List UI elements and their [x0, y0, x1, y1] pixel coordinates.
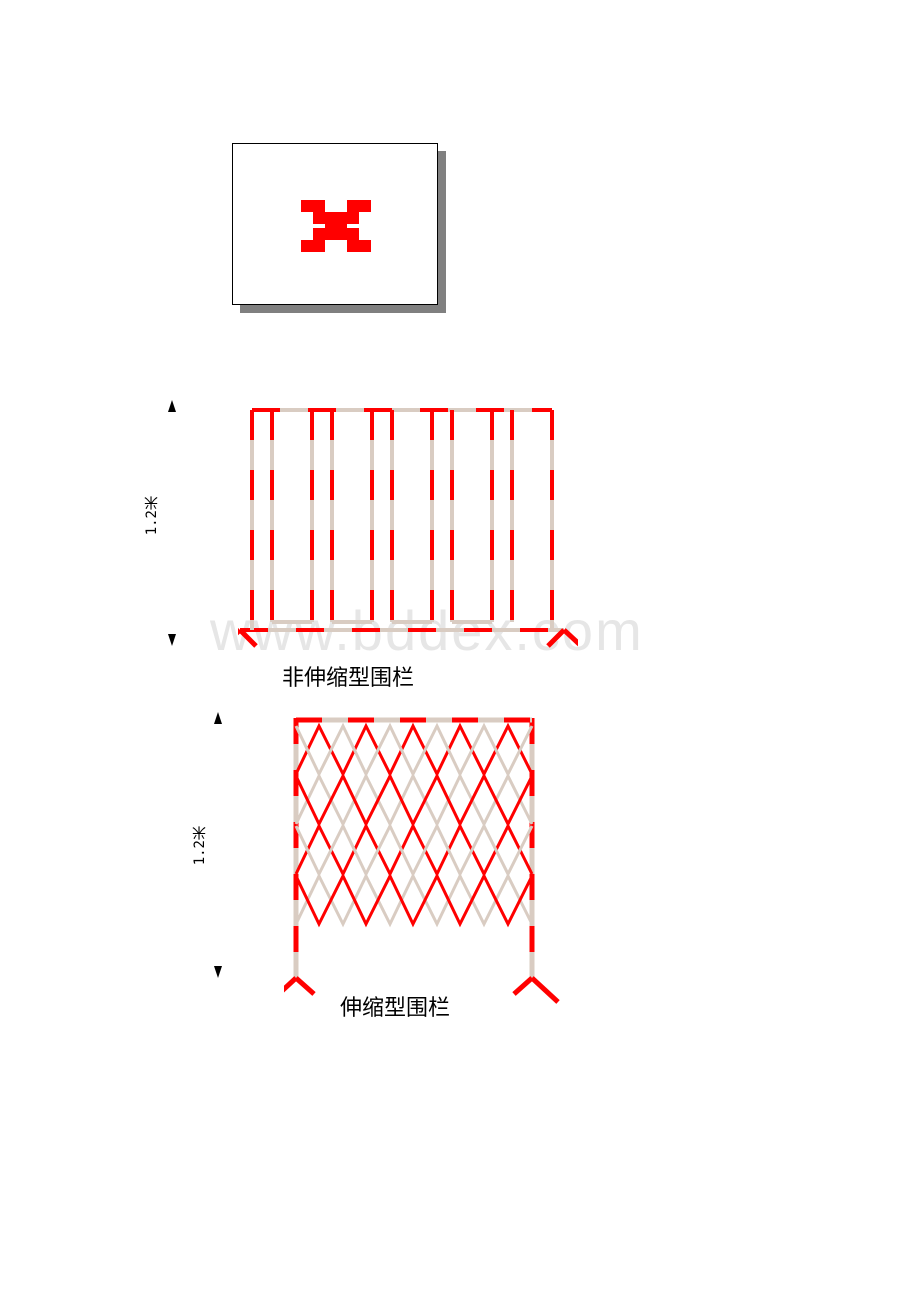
- fence1-dim-label: 1.2米: [142, 496, 162, 535]
- fence2-feet: [284, 978, 558, 1002]
- fence1-caption: 非伸缩型围栏: [282, 660, 414, 692]
- fence1-dim-arrows: [164, 398, 184, 658]
- fence1-verticals: [252, 410, 552, 630]
- fence2-lattice: [296, 726, 532, 924]
- broken-image-x-icon: [233, 144, 439, 306]
- fence2-dim-arrows: [210, 710, 230, 990]
- fence2-diagram: [284, 712, 574, 1012]
- fence1-diagram: [238, 402, 578, 658]
- fence2-dim-label: 1.2米: [190, 826, 210, 865]
- fence1-feet: [238, 630, 578, 654]
- broken-image-frame: [232, 143, 438, 305]
- broken-image-placeholder: [232, 143, 446, 313]
- page: www.bddex.com 1.2米: [0, 0, 920, 1302]
